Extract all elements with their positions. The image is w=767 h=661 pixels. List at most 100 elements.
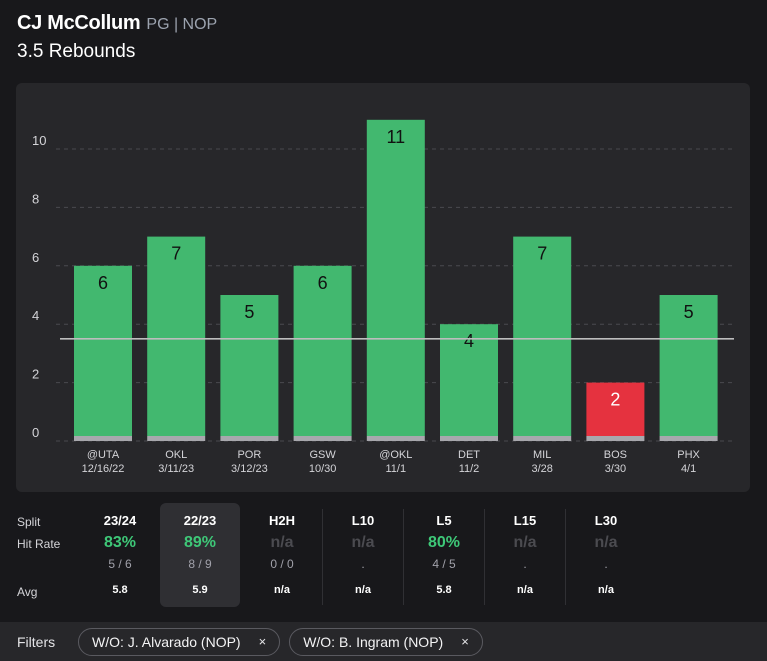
x-tick-date: 3/30 — [605, 463, 626, 475]
split-hit-fraction: 8 / 9 — [188, 557, 212, 571]
game-log-chart: 0 2 4 6 8 10 6 @UTA 12/16/22 7 OKL 3/11/23 5 POR 3/12… — [16, 83, 750, 492]
bar-base-5 — [366, 436, 425, 441]
filter-chip-label: W/O: J. Alvarado (NOP) — [92, 633, 241, 650]
bar-value-label: 11 — [386, 127, 405, 147]
split-column-2324[interactable]: 23/24 83% 5 / 6 5.8 — [80, 503, 160, 607]
split-hit-rate: n/a — [594, 534, 618, 551]
y-tick-label: 8 — [32, 191, 39, 206]
player-name: CJ McCollum — [17, 12, 141, 34]
y-tick-label: 0 — [32, 425, 39, 440]
y-tick-label: 4 — [32, 308, 39, 323]
split-name: L5 — [436, 513, 452, 528]
bar-value-label: 6 — [98, 273, 108, 293]
x-tick-opponent: @OKL — [379, 449, 412, 461]
split-average: 5.8 — [436, 584, 452, 596]
x-tick-opponent: MIL — [533, 449, 551, 461]
bar-game-6[interactable] — [440, 324, 498, 436]
split-column-l5[interactable]: L5 80% 4 / 5 5.8 — [404, 503, 484, 607]
x-tick-opponent: @UTA — [87, 449, 120, 461]
bar-game-9[interactable] — [659, 295, 718, 436]
x-tick-opponent: GSW — [309, 449, 336, 461]
bar-base-2 — [147, 436, 206, 441]
x-tick-date: 10/30 — [309, 463, 337, 475]
split-average: 5.8 — [112, 584, 128, 596]
player-header: CJ McCollum PG | NOP 3.5 Rebounds — [17, 12, 217, 63]
bar-base-9 — [659, 436, 718, 441]
split-name: 22/23 — [183, 513, 217, 528]
bar-game-8[interactable] — [586, 382, 645, 436]
split-average: n/a — [355, 584, 371, 596]
bar-base-1 — [74, 436, 132, 441]
split-divider — [322, 509, 323, 605]
x-tick-opponent: OKL — [165, 449, 187, 461]
split-column-h2h[interactable]: H2H n/a 0 / 0 n/a — [242, 503, 322, 607]
filter-chip-ingram[interactable]: W/O: B. Ingram (NOP) × — [289, 627, 483, 656]
filter-chip-alvarado[interactable]: W/O: J. Alvarado (NOP) × — [78, 627, 281, 656]
bar-game-2[interactable] — [147, 236, 206, 436]
split-hit-fraction: . — [523, 557, 527, 571]
x-tick-date: 11/1 — [386, 463, 407, 475]
bar-value-label: 7 — [171, 244, 181, 264]
split-name: L10 — [351, 513, 375, 528]
split-row-label: Split — [17, 515, 41, 529]
split-average: n/a — [274, 584, 290, 596]
bar-game-7[interactable] — [513, 236, 572, 436]
splits-table: Split Hit Rate Avg 23/24 83% 5 / 6 5.8 22/23… — [0, 503, 767, 609]
x-tick-opponent: PHX — [677, 449, 700, 461]
split-column-l15[interactable]: L15 n/a. n/a — [485, 503, 565, 607]
bar-game-5[interactable] — [366, 119, 425, 437]
y-tick-label: 6 — [32, 250, 39, 265]
player-position-team: PG | NOP — [146, 16, 218, 33]
split-hit-fraction: 0 / 0 — [270, 557, 294, 571]
filter-chip-label: W/O: B. Ingram (NOP) — [303, 633, 444, 650]
bar-chart-svg: 0 2 4 6 8 10 6 @UTA 12/16/22 7 OKL 3/11/23 5 POR 3/12… — [32, 119, 734, 475]
split-name: L30 — [594, 513, 618, 528]
split-hit-rate: n/a — [513, 534, 537, 551]
x-tick-date: 4/1 — [681, 463, 696, 475]
split-hit-fraction: . — [361, 557, 365, 571]
bar-value-label: 6 — [318, 273, 328, 293]
x-tick-date: 12/16/22 — [82, 463, 125, 475]
y-tick-label: 10 — [32, 133, 46, 148]
split-divider — [403, 509, 404, 605]
bar-value-label: 4 — [464, 331, 474, 351]
bar-game-3[interactable] — [220, 295, 279, 436]
close-icon[interactable]: × — [461, 634, 469, 649]
split-name: 23/24 — [103, 513, 137, 528]
prop-title: 3.5 Rebounds — [17, 41, 136, 62]
filters-bar: Filters W/O: J. Alvarado (NOP) × W/O: B.… — [0, 622, 767, 661]
bar-base-3 — [220, 436, 279, 441]
split-divider — [484, 509, 485, 605]
x-tick-opponent: POR — [237, 449, 261, 461]
split-column-l10[interactable]: L10 n/a. n/a — [323, 503, 403, 607]
bar-value-label: 5 — [244, 302, 254, 322]
split-name: L15 — [513, 513, 537, 528]
bar-value-label: 7 — [537, 244, 547, 264]
avg-row-label: Avg — [17, 585, 38, 599]
x-tick-opponent: BOS — [604, 449, 627, 461]
filters-label: Filters — [17, 633, 56, 650]
split-hit-rate: 80% — [427, 534, 461, 551]
split-hit-rate: 83% — [103, 534, 137, 551]
split-column-l30[interactable]: L30 n/a. n/a — [566, 503, 646, 607]
split-divider — [565, 509, 566, 605]
split-average: n/a — [517, 584, 533, 596]
split-name: H2H — [268, 513, 295, 528]
bar-base-4 — [293, 436, 352, 441]
bar-game-4[interactable] — [293, 265, 352, 436]
x-tick-date: 3/11/23 — [158, 463, 194, 475]
hit-rate-row-label: Hit Rate — [17, 537, 61, 551]
close-icon[interactable]: × — [258, 634, 267, 649]
bar-base-6 — [440, 436, 498, 441]
x-tick-date: 11/2 — [459, 463, 480, 475]
split-column-2223[interactable]: 22/23 89% 8 / 9 5.9 — [160, 503, 240, 607]
x-tick-date: 3/28 — [531, 463, 552, 475]
split-hit-rate: n/a — [351, 534, 375, 551]
split-hit-rate: 89% — [183, 534, 217, 551]
bar-game-1[interactable] — [74, 265, 132, 436]
split-hit-fraction: . — [604, 557, 608, 571]
y-tick-label: 2 — [32, 367, 39, 382]
split-hit-fraction: 5 / 6 — [108, 557, 132, 571]
split-average: 5.9 — [192, 584, 208, 596]
bar-value-label: 2 — [610, 390, 620, 410]
